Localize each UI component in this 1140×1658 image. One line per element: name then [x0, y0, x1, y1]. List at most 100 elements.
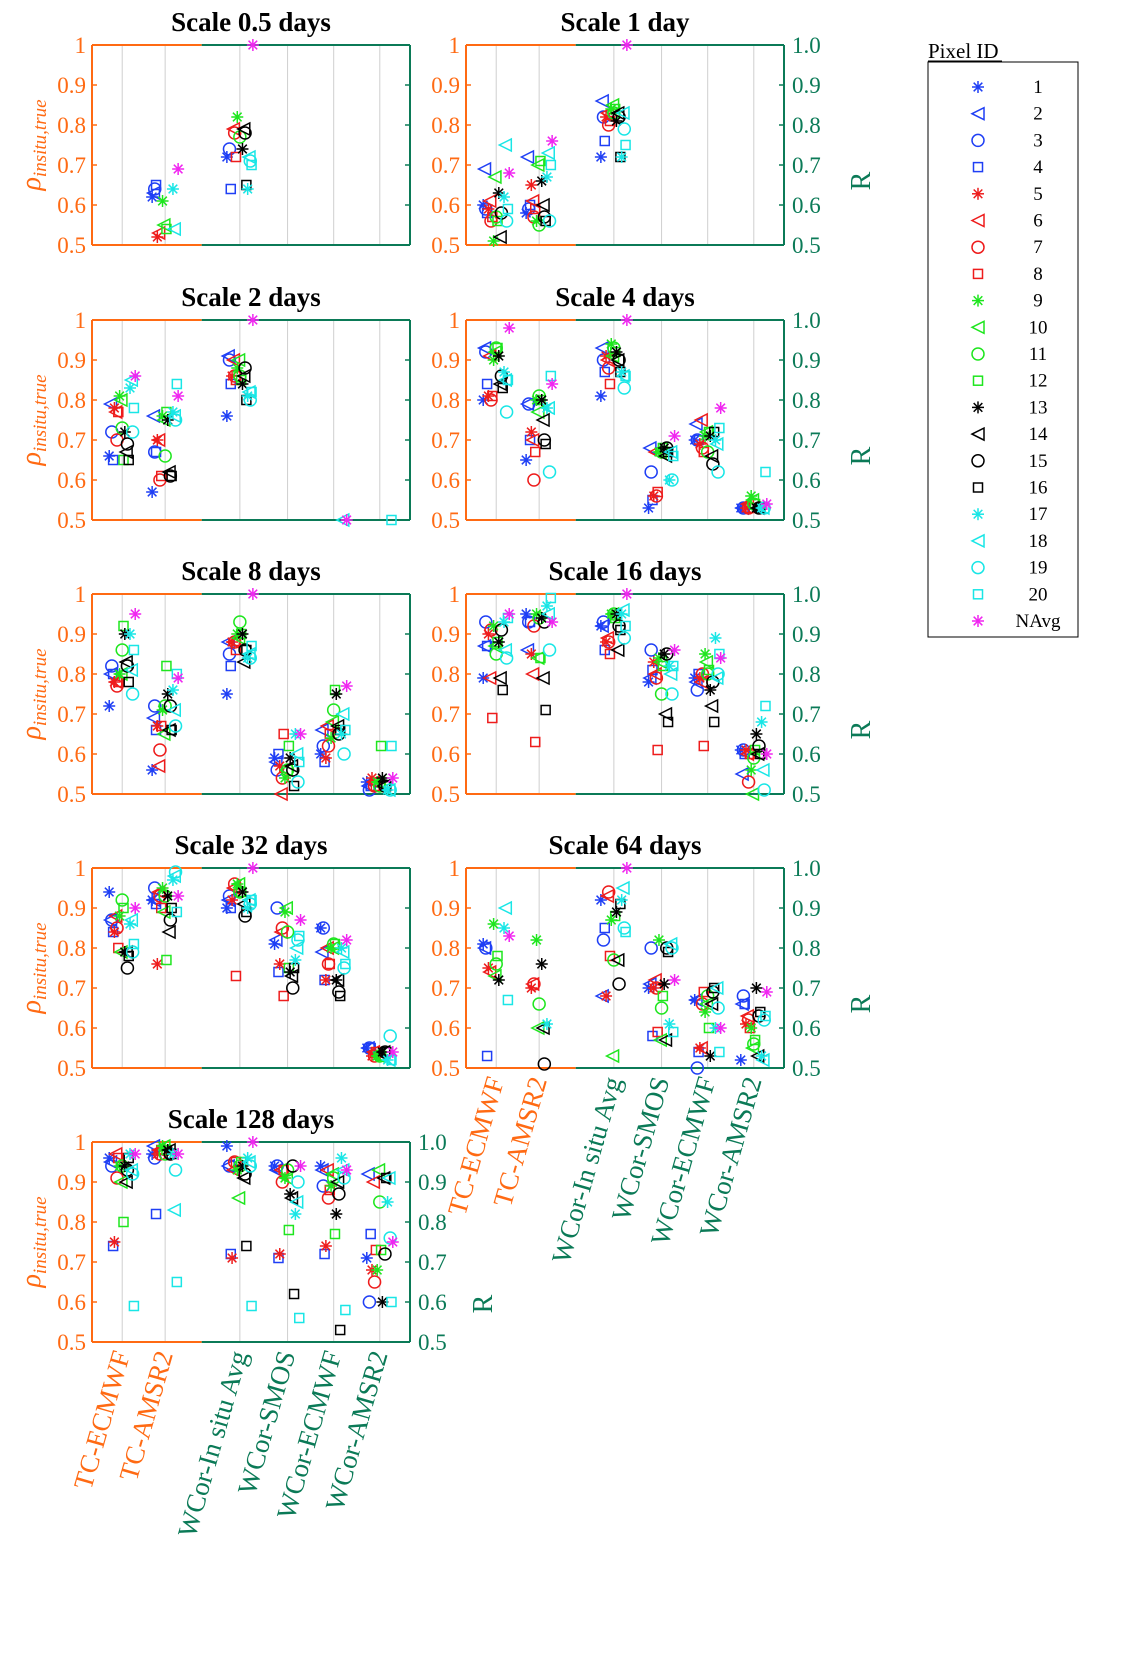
- point-pixel-5: [600, 990, 613, 1002]
- point-pixel-18: [335, 944, 350, 960]
- point-pixel-2: [314, 1162, 329, 1178]
- point-pixel-18: [497, 900, 513, 916]
- series-wcor-amsr2: [360, 1162, 399, 1309]
- point-pixel-18: [615, 368, 630, 384]
- legend-label: 8: [1033, 264, 1043, 285]
- point-pixel-18: [709, 436, 724, 452]
- point-pixel-10: [530, 650, 545, 666]
- point-pixel-12: [329, 1228, 341, 1240]
- point-pixel-13: [161, 890, 174, 902]
- point-pixel-18: [123, 912, 139, 928]
- tick-label-left: 0.9: [57, 73, 86, 98]
- point-pixel-3: [222, 142, 237, 156]
- tick-label-right: 0.8: [418, 1210, 447, 1235]
- point-pixel-17: [124, 628, 137, 640]
- point-pixel-20: [620, 370, 631, 382]
- point-pixel-9: [156, 195, 169, 207]
- point-pixel-16: [497, 684, 508, 696]
- point-pixel-NAvg: [129, 370, 142, 382]
- tick-label-left: 0.6: [431, 1016, 460, 1041]
- y-label-main: ρ: [16, 177, 47, 191]
- point-pixel-17: [381, 1196, 394, 1208]
- point-pixel-18: [497, 372, 513, 388]
- point-pixel-20: [386, 514, 397, 526]
- point-pixel-8: [278, 990, 289, 1002]
- legend-entry: 20: [972, 584, 1048, 605]
- point-pixel-3: [147, 699, 162, 713]
- point-pixel-4: [481, 640, 493, 652]
- tick-label-left: 1: [449, 582, 461, 607]
- point-pixel-14: [535, 1020, 550, 1036]
- point-pixel-8: [230, 970, 242, 982]
- point-pixel-18: [335, 706, 350, 722]
- point-pixel-9: [156, 882, 169, 894]
- point-pixel-6: [150, 758, 166, 774]
- point-pixel-8: [604, 378, 616, 390]
- point-pixel-14: [535, 412, 550, 428]
- point-pixel-18: [540, 606, 555, 622]
- point-pixel-17: [615, 894, 628, 906]
- point-pixel-20: [620, 620, 631, 632]
- point-pixel-11: [654, 687, 669, 701]
- point-pixel-8: [230, 644, 242, 656]
- legend-label: 10: [1029, 317, 1048, 338]
- point-pixel-2: [102, 396, 118, 412]
- point-pixel-12: [375, 740, 387, 752]
- series-tc-amsr2: [524, 934, 553, 1071]
- legend-entry: 9: [972, 291, 1043, 312]
- point-pixel-10: [113, 392, 128, 408]
- point-pixel-6: [225, 352, 241, 368]
- point-pixel-18: [615, 880, 630, 896]
- point-pixel-18: [241, 384, 256, 400]
- point-pixel-2: [519, 642, 535, 658]
- point-pixel-17: [498, 191, 511, 203]
- point-pixel-NAvg: [340, 1164, 353, 1176]
- point-pixel-NAvg: [503, 167, 516, 179]
- point-pixel-NAvg: [246, 1136, 259, 1148]
- point-pixel-16: [288, 962, 300, 974]
- point-pixel-17: [289, 1208, 302, 1220]
- point-pixel-18: [166, 1202, 181, 1218]
- point-pixel-13: [535, 958, 548, 970]
- legend-marker: [972, 401, 984, 414]
- point-pixel-18: [755, 500, 770, 516]
- point-pixel-15: [537, 1057, 552, 1071]
- point-pixel-19: [168, 719, 183, 733]
- legend-entry: 5: [972, 184, 1043, 205]
- legend-label: 3: [1033, 130, 1043, 151]
- point-pixel-14: [703, 698, 719, 714]
- tick-label-left: 0.5: [431, 233, 460, 258]
- point-pixel-18: [709, 980, 724, 996]
- point-pixel-17: [540, 1018, 553, 1030]
- legend-label: 20: [1029, 584, 1048, 605]
- point-pixel-10: [370, 1162, 386, 1178]
- legend-marker: [970, 320, 985, 335]
- point-pixel-13: [750, 728, 763, 740]
- y-label-main: ρ: [16, 726, 47, 740]
- tick-label-left: 0.9: [431, 896, 460, 921]
- point-pixel-3: [270, 901, 284, 915]
- point-pixel-NAvg: [340, 514, 353, 526]
- point-pixel-NAvg: [668, 430, 681, 442]
- point-pixel-17: [166, 183, 179, 195]
- point-pixel-20: [545, 592, 557, 604]
- point-pixel-18: [288, 940, 304, 956]
- y-axis-label-left: ρinsitu,true: [16, 922, 51, 1014]
- point-pixel-NAvg: [246, 39, 259, 51]
- point-pixel-6: [693, 1040, 708, 1056]
- point-pixel-1: [103, 700, 116, 712]
- tick-label-left: 0.5: [57, 233, 86, 258]
- y-axis-label-right: R: [468, 1294, 499, 1313]
- point-pixel-13: [236, 886, 249, 898]
- tick-label-left: 1: [75, 308, 87, 333]
- point-pixel-13: [236, 378, 249, 390]
- point-pixel-20: [668, 450, 679, 462]
- series-wcor-smos: [268, 900, 307, 1002]
- legend-label: 6: [1033, 211, 1043, 232]
- point-pixel-8: [698, 740, 710, 752]
- point-pixel-10: [698, 424, 714, 440]
- point-pixel-16: [334, 1324, 346, 1336]
- point-pixel-20: [340, 724, 351, 736]
- point-pixel-19: [383, 1029, 397, 1043]
- tick-label-left: 0.6: [431, 193, 460, 218]
